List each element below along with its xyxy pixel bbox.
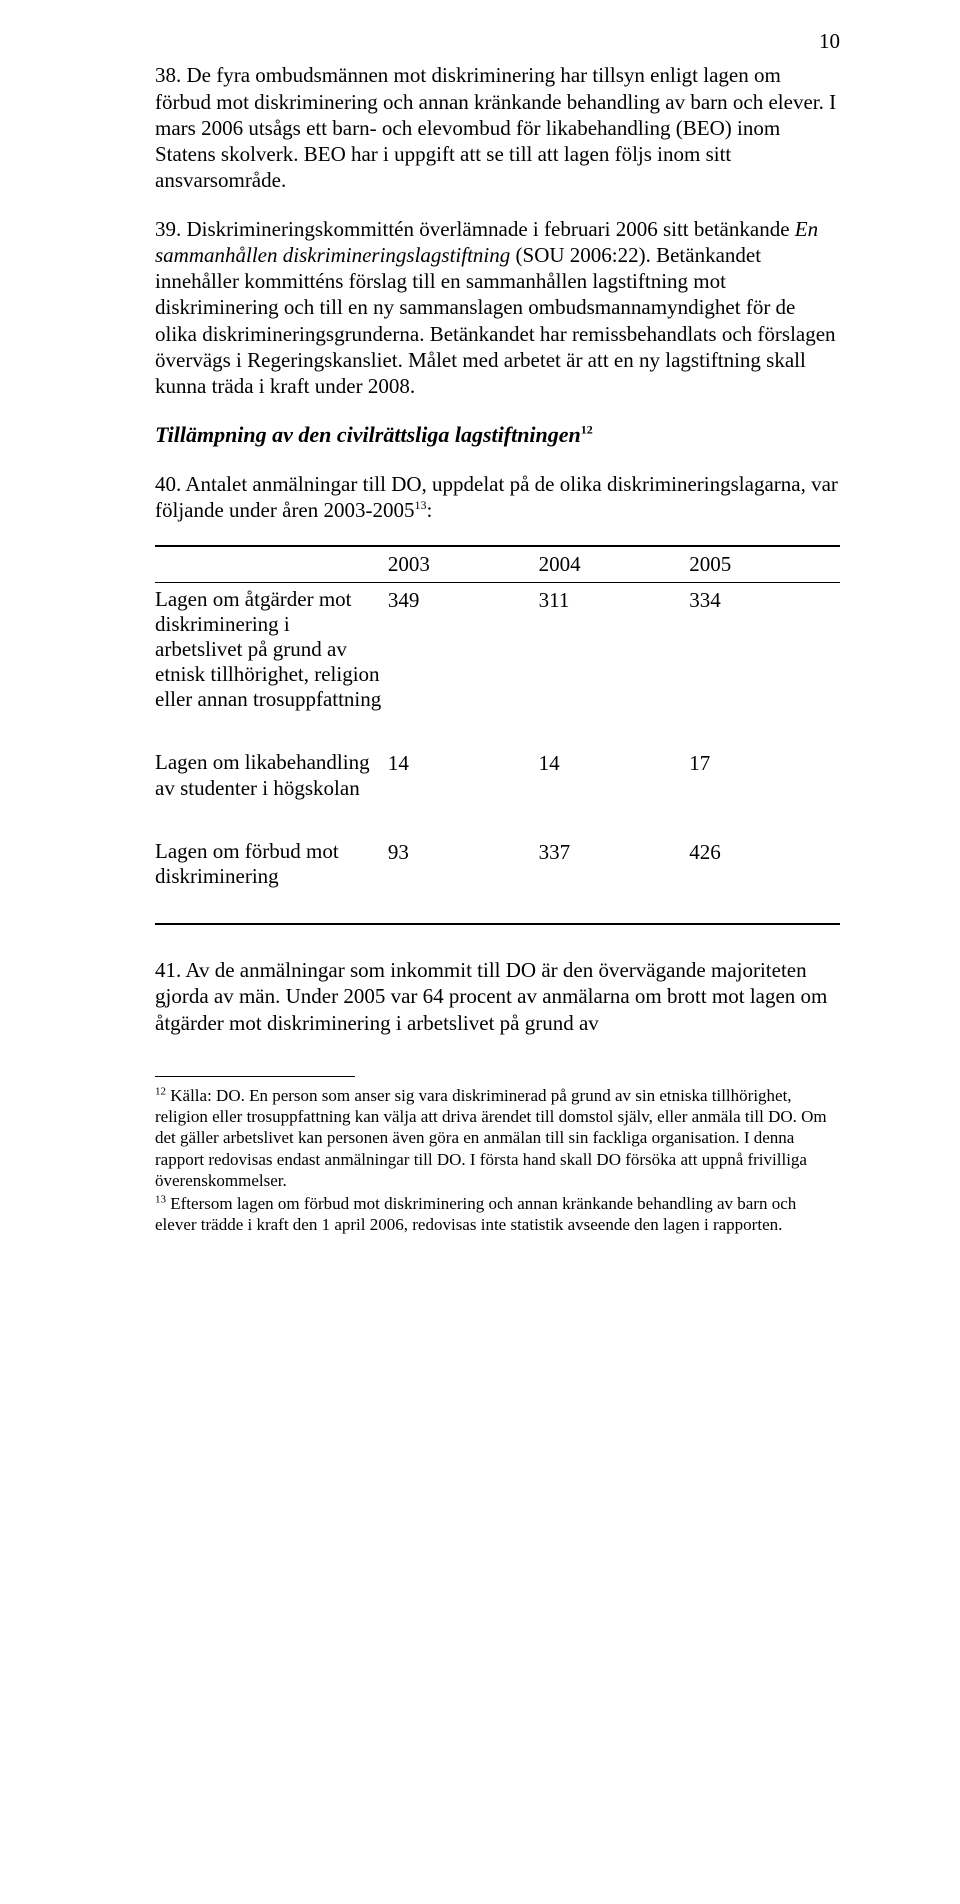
table-row-label: Lagen om likabehandling av studenter i h…: [155, 746, 388, 804]
table-cell: 426: [689, 835, 840, 893]
table-header-2004: 2004: [539, 546, 690, 582]
table-spacer: [155, 716, 840, 746]
table-header-blank: [155, 546, 388, 582]
subheading-footnote-ref: 12: [581, 423, 593, 437]
table-row: Lagen om likabehandling av studenter i h…: [155, 746, 840, 804]
table-header-row: 2003 2004 2005: [155, 546, 840, 582]
paragraph-41: 41. Av de anmälningar som inkommit till …: [155, 957, 840, 1036]
footnote-12: 12 Källa: DO. En person som anser sig va…: [155, 1085, 840, 1191]
table-cell: 311: [539, 582, 690, 716]
table-spacer: [155, 805, 840, 835]
table-spacer: [155, 893, 840, 924]
footnote-13-text: Eftersom lagen om förbud mot diskriminer…: [155, 1194, 796, 1234]
table-cell: 349: [388, 582, 539, 716]
paragraph-39: 39. Diskrimineringskommittén överlämnade…: [155, 216, 840, 400]
paragraph-40-colon: :: [427, 498, 433, 522]
complaints-table: 2003 2004 2005 Lagen om åtgärder mot dis…: [155, 545, 840, 925]
table-header-2005: 2005: [689, 546, 840, 582]
paragraph-38: 38. De fyra ombudsmännen mot diskriminer…: [155, 62, 840, 193]
table-row-label: Lagen om förbud mot diskriminering: [155, 835, 388, 893]
table-cell: 93: [388, 835, 539, 893]
table-row: Lagen om förbud mot diskriminering 93 33…: [155, 835, 840, 893]
footnote-12-text: Källa: DO. En person som anser sig vara …: [155, 1086, 827, 1190]
subheading-text: Tillämpning av den civilrättsliga lagsti…: [155, 422, 581, 447]
footnote-13-marker: 13: [155, 1194, 166, 1206]
page-number: 10: [155, 28, 840, 54]
footnote-separator: [155, 1076, 355, 1077]
paragraph-40-footnote-ref: 13: [415, 498, 427, 512]
footnote-12-marker: 12: [155, 1085, 166, 1097]
table-cell: 17: [689, 746, 840, 804]
table-cell: 334: [689, 582, 840, 716]
table-row: Lagen om åtgärder mot diskriminering i a…: [155, 582, 840, 716]
table-cell: 337: [539, 835, 690, 893]
table-row-label: Lagen om åtgärder mot diskriminering i a…: [155, 582, 388, 716]
subheading: Tillämpning av den civilrättsliga lagsti…: [155, 421, 840, 449]
table-cell: 14: [388, 746, 539, 804]
table-header-2003: 2003: [388, 546, 539, 582]
table-cell: 14: [539, 746, 690, 804]
paragraph-39-prefix: 39. Diskrimineringskommittén överlämnade…: [155, 217, 795, 241]
paragraph-40: 40. Antalet anmälningar till DO, uppdela…: [155, 471, 840, 524]
footnote-13: 13 Eftersom lagen om förbud mot diskrimi…: [155, 1193, 840, 1236]
footnotes: 12 Källa: DO. En person som anser sig va…: [155, 1085, 840, 1236]
document-page: 10 38. De fyra ombudsmännen mot diskrimi…: [0, 0, 960, 1278]
paragraph-40-text: 40. Antalet anmälningar till DO, uppdela…: [155, 472, 838, 522]
